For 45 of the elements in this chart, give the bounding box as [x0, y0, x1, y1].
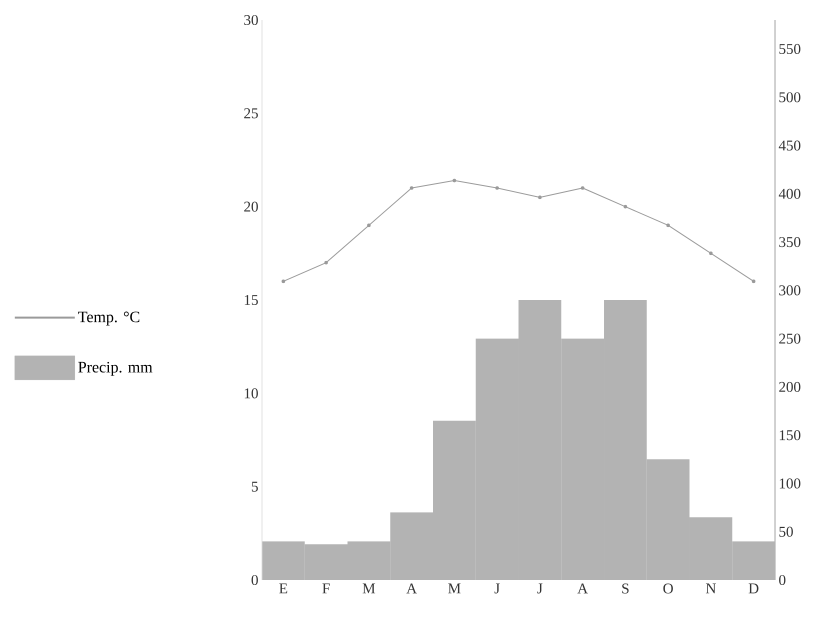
- point: [624, 204, 628, 208]
- point: [410, 186, 414, 190]
- x-tick-label: D: [748, 584, 758, 594]
- x-tick-label: M: [448, 584, 461, 594]
- point: [367, 224, 371, 228]
- point: [538, 196, 542, 200]
- y2-tick-label: 250: [779, 334, 800, 344]
- x-tick-label: F: [322, 584, 330, 594]
- x-tick-label: S: [622, 584, 629, 594]
- point: [452, 178, 456, 182]
- y-tick-label: 0: [252, 574, 258, 586]
- point: [282, 280, 286, 284]
- y-tick-label: 20: [244, 202, 258, 212]
- y-tick-label: 10: [244, 388, 258, 398]
- point: [666, 224, 670, 228]
- y2-tick-label: 400: [778, 188, 800, 199]
- point: [580, 186, 584, 190]
- y2-tick-label: 50: [779, 526, 793, 537]
- y-tick-label: 30: [244, 14, 258, 26]
- y2-tick-label: 350: [779, 237, 800, 248]
- y2-tick-label: 150: [780, 430, 800, 440]
- point: [324, 260, 328, 264]
- x-tick-label: A: [406, 584, 417, 594]
- x-tick-label: M: [362, 584, 376, 594]
- y-tick-label: 25: [244, 108, 258, 118]
- legend-label: Temp. °C: [78, 312, 140, 326]
- x-tick-label: O: [663, 584, 673, 594]
- x-tick-label: A: [577, 584, 588, 594]
- y2-tick-label: 550: [779, 44, 800, 54]
- x-tick-label: J: [537, 584, 542, 594]
- y2-tick-label: 0: [779, 574, 786, 586]
- y-tick-label: 5: [252, 482, 258, 492]
- x-tick-label: N: [706, 584, 716, 594]
- x-tick-label: J: [494, 584, 500, 594]
- y2-tick-label: 300: [779, 285, 800, 296]
- x-tick-label: E: [279, 584, 288, 594]
- legend-label: Precip. mm: [78, 362, 152, 376]
- point: [709, 252, 713, 256]
- point: [752, 280, 756, 284]
- point: [495, 186, 499, 190]
- y2-tick-label: 450: [778, 140, 800, 151]
- y2-tick-label: 100: [780, 478, 800, 488]
- y2-tick-label: 500: [779, 92, 800, 102]
- y-tick-label: 15: [244, 295, 258, 305]
- y2-tick-label: 200: [779, 382, 800, 392]
